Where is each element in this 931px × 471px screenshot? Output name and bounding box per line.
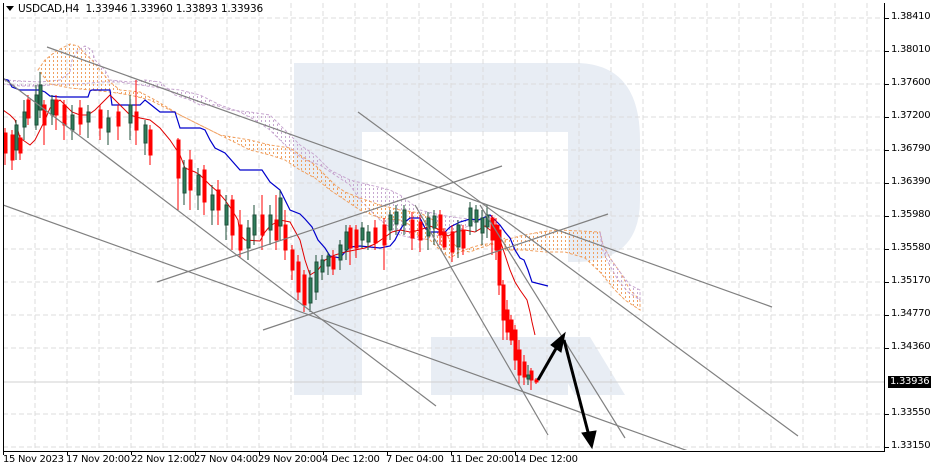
time-tick xyxy=(3,451,4,455)
time-label: 15 Nov 2023 xyxy=(3,454,64,465)
price-tick xyxy=(885,282,889,283)
time-tick xyxy=(259,451,260,455)
price-tick xyxy=(885,183,889,184)
time-tick xyxy=(323,451,324,455)
time-tick xyxy=(67,451,68,455)
current-price-badge: 1.33936 xyxy=(888,376,931,388)
price-label: 1.37600 xyxy=(891,77,931,88)
forecast-arrows xyxy=(536,331,597,450)
time-tick xyxy=(195,451,196,455)
price-label: 1.34360 xyxy=(891,341,931,352)
price-tick xyxy=(885,447,889,448)
time-label: 29 Nov 20:00 xyxy=(258,454,322,465)
price-label: 1.36390 xyxy=(891,176,931,187)
time-tick xyxy=(451,451,452,455)
time-tick xyxy=(131,451,132,455)
time-tick xyxy=(515,451,516,455)
price-tick xyxy=(885,18,889,19)
price-label: 1.38010 xyxy=(891,44,931,55)
time-label: 14 Dec 12:00 xyxy=(514,454,578,465)
price-label: 1.34770 xyxy=(891,308,931,319)
time-label: 17 Nov 20:00 xyxy=(66,454,130,465)
price-axis[interactable]: 1.38410 1.38010 1.37600 1.37200 1.36790 … xyxy=(885,0,931,452)
price-label: 1.38410 xyxy=(891,11,931,22)
price-label: 1.35170 xyxy=(891,275,931,286)
chart-frame xyxy=(3,3,885,452)
ichimoku-cloud xyxy=(3,43,641,311)
time-label: 7 Dec 04:00 xyxy=(386,454,444,465)
price-label: 1.33550 xyxy=(891,407,931,418)
symbol-title[interactable]: USDCAD,H4 1.33946 1.33960 1.33893 1.3393… xyxy=(6,3,263,15)
price-tick xyxy=(885,84,889,85)
time-label: 27 Nov 04:00 xyxy=(194,454,258,465)
price-tick xyxy=(885,117,889,118)
price-tick xyxy=(885,414,889,415)
price-tick xyxy=(885,216,889,217)
price-label: 1.35580 xyxy=(891,242,931,253)
price-label: 1.33150 xyxy=(891,440,931,451)
price-label: 1.36790 xyxy=(891,143,931,154)
trendlines xyxy=(3,46,799,450)
dropdown-triangle-icon[interactable] xyxy=(6,5,14,11)
time-label: 11 Dec 20:00 xyxy=(450,454,514,465)
candlesticks xyxy=(3,72,539,390)
symbol-timeframe: USDCAD,H4 xyxy=(18,3,80,15)
price-label: 1.37200 xyxy=(891,110,931,121)
price-tick xyxy=(885,150,889,151)
time-label: 4 Dec 12:00 xyxy=(322,454,380,465)
price-tick xyxy=(885,348,889,349)
time-label: 22 Nov 12:00 xyxy=(131,454,195,465)
price-tick xyxy=(885,315,889,316)
price-tick xyxy=(885,51,889,52)
time-tick xyxy=(387,451,388,455)
price-label: 1.35980 xyxy=(891,209,931,220)
ohlc-values: 1.33946 1.33960 1.33893 1.33936 xyxy=(85,3,263,15)
price-tick xyxy=(885,249,889,250)
